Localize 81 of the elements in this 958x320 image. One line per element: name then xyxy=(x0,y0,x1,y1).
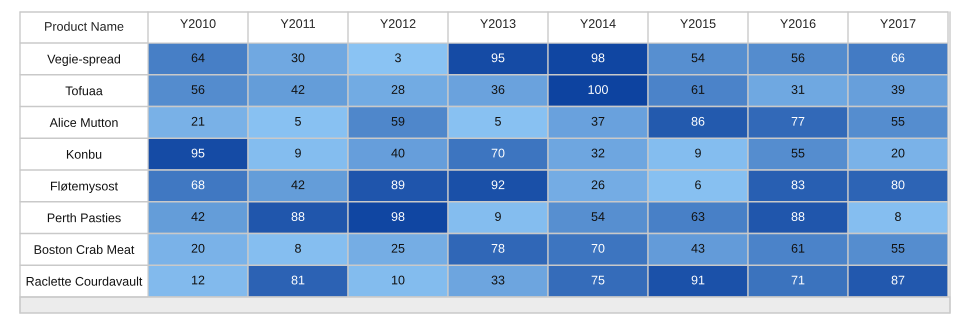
data-label: 31 xyxy=(792,85,804,94)
data-label: 21 xyxy=(192,116,204,126)
y-tick-label: Fløtemysost xyxy=(50,181,118,193)
data-label: 28 xyxy=(392,85,404,94)
data-label: 33 xyxy=(492,276,504,284)
data-label: 43 xyxy=(691,244,704,253)
data-label: 40 xyxy=(391,148,404,158)
x-tick-label: Y2016 xyxy=(780,19,816,28)
data-label: 39 xyxy=(892,85,904,94)
data-label: 25 xyxy=(392,244,404,253)
data-label: 98 xyxy=(392,212,404,221)
data-label: 9 xyxy=(695,148,701,158)
data-label: 75 xyxy=(592,276,604,284)
x-tick-label: Y2015 xyxy=(680,19,716,28)
data-label: 55 xyxy=(892,117,904,126)
y-tick-label: Boston Crab Meat xyxy=(34,244,134,254)
data-label: 71 xyxy=(792,276,804,284)
data-label: 95 xyxy=(192,148,204,158)
data-label: 91 xyxy=(692,276,704,284)
data-label: 70 xyxy=(592,244,604,253)
data-label: 6 xyxy=(695,180,701,190)
data-label: 55 xyxy=(892,244,904,253)
data-label: 54 xyxy=(692,54,705,62)
data-label: 63 xyxy=(692,212,704,221)
data-label: 66 xyxy=(892,53,904,62)
data-label: 89 xyxy=(392,180,404,190)
data-label: 42 xyxy=(291,85,304,94)
data-label: 10 xyxy=(392,276,404,284)
data-label: 54 xyxy=(592,212,605,221)
x-tick-label: Y2014 xyxy=(580,19,616,28)
data-label: 26 xyxy=(592,180,604,190)
data-label: 88 xyxy=(292,212,304,221)
data-label: 9 xyxy=(295,148,301,158)
data-label: 42 xyxy=(291,180,304,190)
data-label: 61 xyxy=(792,244,804,253)
data-label: 36 xyxy=(492,85,504,94)
data-label: 9 xyxy=(495,212,501,221)
x-tick-label: Y2013 xyxy=(480,19,516,28)
data-label: 30 xyxy=(292,53,304,62)
data-label: 12 xyxy=(192,276,204,284)
x-tick-label: Y2010 xyxy=(180,19,216,28)
y-tick-label: Alice Mutton xyxy=(50,118,118,128)
data-label: 56 xyxy=(792,53,804,62)
data-label: 95 xyxy=(492,53,504,62)
x-tick-label: Y2017 xyxy=(880,19,916,28)
y-axis-title: Product Name xyxy=(45,22,124,31)
x-tick-label: Y2011 xyxy=(280,19,316,28)
y-tick-label: Konbu xyxy=(66,150,102,159)
data-label: 100 xyxy=(588,85,608,94)
data-label: 56 xyxy=(192,85,204,94)
y-tick-label: Tofuaa xyxy=(66,86,103,96)
data-label: 98 xyxy=(592,53,604,62)
data-label: 68 xyxy=(192,180,204,190)
x-tick-label: Y2012 xyxy=(380,19,416,28)
data-label: 32 xyxy=(592,148,604,158)
data-label: 81 xyxy=(292,276,304,284)
data-label: 61 xyxy=(692,85,704,94)
data-label: 86 xyxy=(692,116,704,126)
data-label: 70 xyxy=(492,148,504,158)
data-label: 42 xyxy=(191,212,204,221)
y-tick-label: Raclette Courdavault xyxy=(26,276,142,286)
data-label: 55 xyxy=(792,148,804,158)
data-label: 59 xyxy=(392,116,404,126)
data-label: 8 xyxy=(895,212,901,221)
data-label: 3 xyxy=(395,53,401,62)
data-label: 20 xyxy=(192,244,204,253)
y-tick-label: Perth Pasties xyxy=(48,213,121,222)
data-label: 88 xyxy=(792,212,804,221)
data-label: 92 xyxy=(492,180,504,190)
data-label: 8 xyxy=(295,244,301,253)
data-label: 5 xyxy=(495,117,501,126)
data-label: 80 xyxy=(892,180,904,190)
data-label: 37 xyxy=(592,116,604,126)
data-label: 77 xyxy=(792,117,804,126)
data-label: 20 xyxy=(892,148,904,158)
data-label: 87 xyxy=(892,276,904,284)
data-label: 78 xyxy=(492,244,504,253)
data-label: 5 xyxy=(295,117,301,126)
y-tick-label: Vegie-spread xyxy=(47,54,120,66)
data-label: 64 xyxy=(192,53,205,62)
data-label: 83 xyxy=(792,180,804,190)
